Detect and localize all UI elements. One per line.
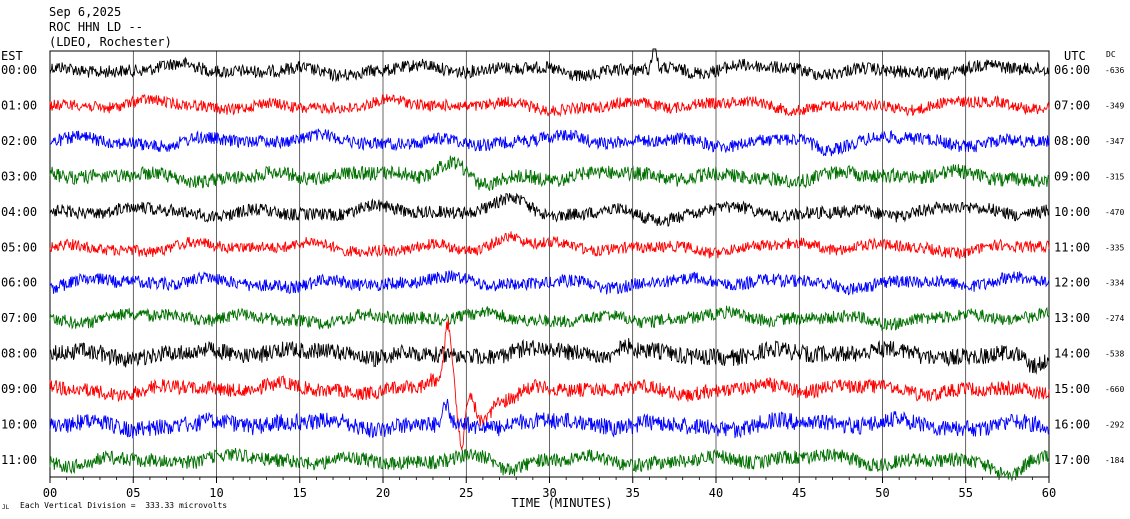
est-axis-label: EST (1, 49, 23, 63)
dc-offset-label: -538 (1105, 350, 1124, 359)
x-tick-label: 30 (542, 486, 556, 500)
x-tick-labels: 00 05 10 15 20 25 30 35 40 45 50 55 60 (43, 486, 1056, 500)
dc-offset-label: -334 (1105, 279, 1124, 288)
x-tick-label: 10 (209, 486, 223, 500)
trace-0100 (49, 93, 1050, 118)
est-hour-label: 00:00 (1, 63, 37, 77)
trace-0800 (49, 337, 1050, 375)
dc-offset-label: -315 (1105, 172, 1124, 181)
est-hour-label: 08:00 (1, 347, 37, 361)
trace-0600 (49, 270, 1050, 296)
x-tick-label: 20 (376, 486, 390, 500)
utc-hour-labels: 06:00 07:00 08:00 09:00 10:00 11:00 12:00 13:00… (1054, 63, 1090, 467)
est-hour-label: 03:00 (1, 169, 37, 183)
time-gridlines (49, 51, 1050, 483)
header-network: (LDEO, Rochester) (49, 35, 172, 49)
est-hour-label: 05:00 (1, 240, 37, 254)
est-hour-label: 04:00 (1, 205, 37, 219)
x-tick-label: 35 (626, 486, 640, 500)
x-tick-label: 05 (126, 486, 140, 500)
dc-offset-label: -660 (1105, 385, 1124, 394)
utc-hour-label: 08:00 (1054, 134, 1090, 148)
scale-mark: JL (2, 504, 10, 511)
est-hour-label: 01:00 (1, 98, 37, 112)
est-hour-label: 06:00 (1, 276, 37, 290)
x-axis-label: TIME (MINUTES) (511, 496, 612, 510)
utc-hour-label: 09:00 (1054, 169, 1090, 183)
dc-offset-label: -470 (1105, 208, 1124, 217)
x-tick-label: 50 (875, 486, 889, 500)
utc-hour-label: 12:00 (1054, 276, 1090, 290)
trace-1000 (49, 398, 1050, 439)
dc-offset-label: -347 (1105, 137, 1124, 146)
est-hour-label: 09:00 (1, 382, 37, 396)
utc-hour-label: 07:00 (1054, 98, 1090, 112)
est-hour-labels: 00:00 01:00 02:00 03:00 04:00 05:00 06:00 07:00… (1, 63, 37, 467)
x-tick-label: 60 (1042, 486, 1056, 500)
trace-0500 (49, 231, 1050, 259)
trace-0900 (49, 318, 1050, 452)
dc-offset-labels: -636 -349 -347 -315 -470 -335 -334 -274 -538 -660… (1105, 66, 1124, 465)
x-tick-label: 55 (959, 486, 973, 500)
dc-label: DC (1106, 50, 1116, 59)
est-hour-label: 07:00 (1, 311, 37, 325)
utc-hour-label: 15:00 (1054, 382, 1090, 396)
trace-0300 (49, 155, 1050, 191)
trace-1100 (49, 448, 1050, 483)
utc-hour-label: 11:00 (1054, 240, 1090, 254)
utc-hour-label: 13:00 (1054, 311, 1090, 325)
dc-offset-label: -349 (1105, 101, 1124, 110)
dc-offset-label: -274 (1105, 314, 1124, 323)
trace-0200 (49, 128, 1050, 157)
header-station: ROC HHN LD -- (49, 20, 143, 34)
utc-axis-label: UTC (1064, 49, 1086, 63)
scale-note: Each Vertical Division = 333.33 microvol… (20, 501, 227, 510)
est-hour-label: 10:00 (1, 418, 37, 432)
dc-offset-label: -292 (1105, 421, 1124, 430)
trace-0000 (49, 48, 1050, 83)
utc-hour-label: 16:00 (1054, 418, 1090, 432)
trace-0700 (49, 305, 1050, 332)
utc-hour-label: 17:00 (1054, 453, 1090, 467)
x-tick-label: 40 (709, 486, 723, 500)
est-hour-label: 11:00 (1, 453, 37, 467)
dc-offset-label: -636 (1105, 66, 1124, 75)
header-date: Sep 6,2025 (49, 5, 121, 19)
helicorder-traces (49, 48, 1050, 483)
utc-hour-label: 10:00 (1054, 205, 1090, 219)
dc-offset-label: -184 (1105, 456, 1124, 465)
x-tick-label: 15 (293, 486, 307, 500)
dc-offset-label: -335 (1105, 243, 1124, 252)
utc-hour-label: 06:00 (1054, 63, 1090, 77)
trace-0400 (49, 192, 1050, 227)
est-hour-label: 02:00 (1, 134, 37, 148)
x-tick-label: 25 (459, 486, 473, 500)
x-tick-label: 45 (792, 486, 806, 500)
x-tick-label: 00 (43, 486, 57, 500)
utc-hour-label: 14:00 (1054, 347, 1090, 361)
